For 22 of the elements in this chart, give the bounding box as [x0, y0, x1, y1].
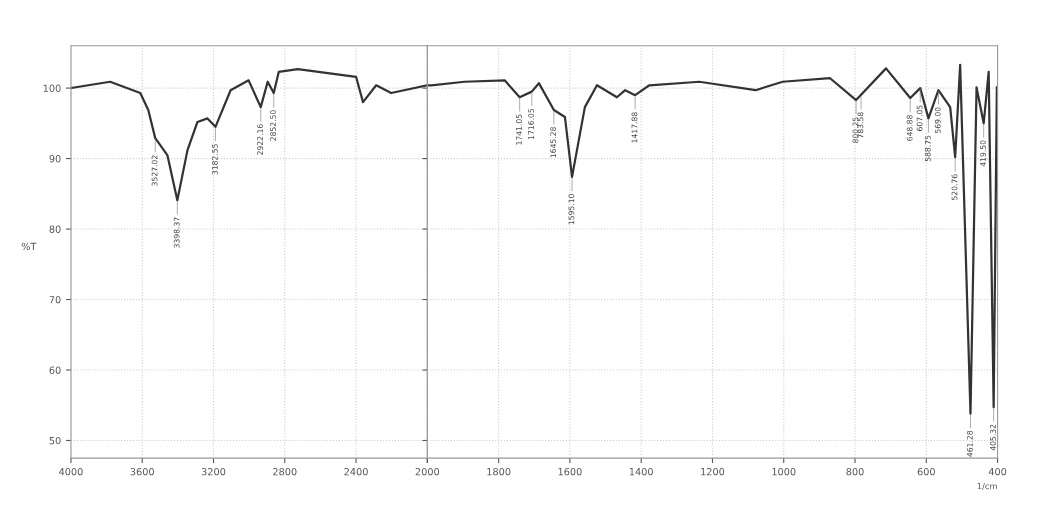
y-tick-label: 70 [49, 296, 61, 304]
x-tick-label: 1400 [629, 467, 653, 476]
y-axis-title: %T [21, 242, 37, 251]
x-tick-label: 1200 [701, 467, 725, 476]
x-tick-label: 800 [846, 467, 864, 476]
x-tick-label: 1000 [772, 467, 796, 476]
y-tick-label: 60 [49, 366, 61, 374]
x-axis-title: 1/cm [977, 483, 997, 490]
y-tick-label: 100 [43, 84, 61, 92]
x-tick-label: 1600 [558, 467, 582, 476]
y-tick-label: 50 [49, 436, 61, 445]
x-tick-label: 400 [988, 467, 1007, 476]
x-tick-label: 1800 [487, 467, 511, 476]
x-tick-label: 600 [917, 467, 935, 476]
x-tick-label: 3200 [201, 467, 226, 476]
y-tick-label: 80 [49, 225, 61, 233]
x-tick-label: 3600 [130, 467, 154, 476]
x-tick-label: 2800 [273, 467, 297, 476]
y-tick-label: 90 [49, 155, 61, 163]
x-tick-label: 2000 [415, 467, 440, 476]
x-tick-label: 4000 [59, 467, 83, 476]
x-tick-label: 2400 [344, 467, 368, 476]
